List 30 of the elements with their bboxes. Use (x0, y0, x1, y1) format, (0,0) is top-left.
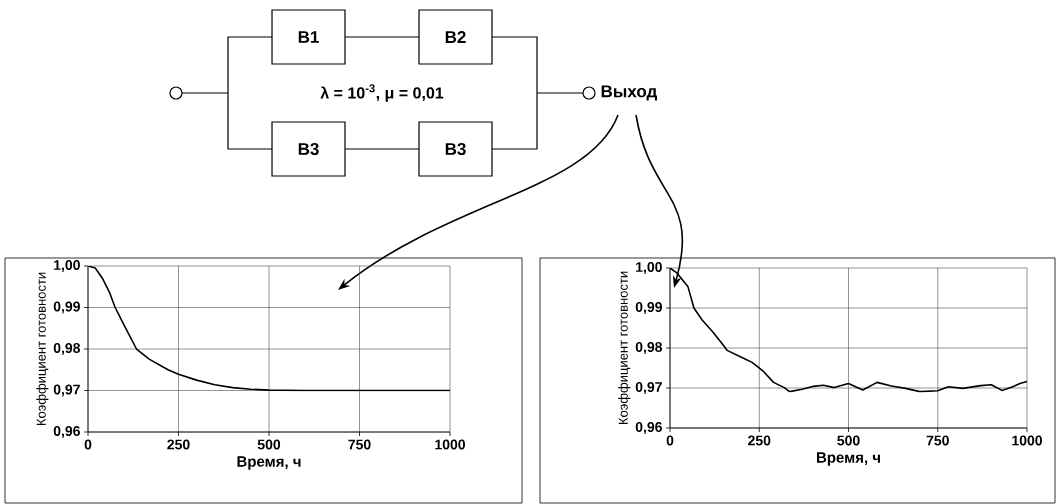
x-axis-title: Время, ч (817, 452, 880, 466)
y-tick-label: 1,00 (636, 262, 662, 274)
x-tick-label: 0 (666, 435, 674, 446)
x-tick-label: 750 (926, 435, 949, 446)
x-tick-label: 250 (167, 439, 190, 450)
y-axis-title: Коэффициент готовности (618, 271, 631, 425)
y-tick-label: 0,98 (635, 342, 663, 354)
y-axis-title: Коэффициент готовности (36, 272, 49, 426)
y-tick-label: 0,98 (53, 343, 81, 355)
x-axis-title: Время, ч (237, 456, 301, 470)
x-tick-label: 1000 (435, 439, 465, 450)
y-tick-label: 0,99 (53, 301, 80, 314)
x-tick-label: 750 (348, 439, 371, 450)
x-tick-label: 250 (748, 435, 771, 446)
x-tick-label: 500 (257, 439, 281, 450)
text: Выход (601, 85, 657, 101)
x-tick-label: 0 (84, 439, 92, 450)
text: B2 (445, 31, 466, 43)
text: B1 (298, 31, 319, 43)
x-tick-label: 1000 (1012, 435, 1042, 446)
text: λ = 10$^{-3}$, μ = 0,01 (320, 84, 444, 102)
text: B3 (298, 142, 319, 156)
y-tick-label: 0,97 (53, 384, 80, 397)
y-tick-label: 0,99 (635, 302, 662, 314)
x-tick-label: 500 (837, 435, 860, 446)
text: B3 (445, 142, 466, 156)
y-tick-label: 0,97 (635, 382, 662, 394)
y-tick-label: 1,00 (54, 260, 80, 272)
y-tick-label: 0,96 (635, 422, 662, 434)
y-tick-label: 0,96 (53, 426, 80, 438)
